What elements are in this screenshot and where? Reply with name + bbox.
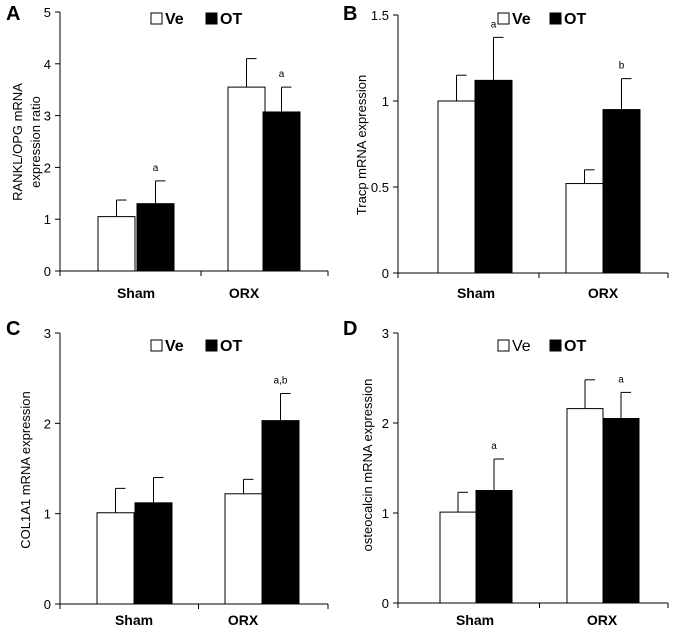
bar-ve-sham xyxy=(96,512,135,605)
panel-letter: D xyxy=(343,318,357,340)
category-label: Sham xyxy=(456,612,494,628)
bar-ve-orx xyxy=(224,493,263,605)
y-tick-label: 1 xyxy=(382,506,389,521)
legend-swatch-ot xyxy=(549,12,562,25)
legend-swatch-ve xyxy=(150,12,163,25)
chart-panel-c: C 0 1 2 3 Sham ORX COL1A1 mRNA expression a,b Ve O… xyxy=(6,318,329,628)
bar-ot-orx xyxy=(602,418,640,604)
y-tick-label: 1 xyxy=(44,212,51,227)
bar-ve-orx xyxy=(565,183,604,274)
y-tick-label: 2 xyxy=(44,160,51,175)
bar-ve-sham xyxy=(439,511,477,604)
category-label: Sham xyxy=(457,285,495,301)
y-tick-label: 1.5 xyxy=(371,8,389,23)
bar-ot-sham xyxy=(475,490,513,604)
significance-label: a,b xyxy=(274,376,288,387)
legend-swatch-ot xyxy=(205,12,218,25)
significance-label: a xyxy=(491,19,497,30)
bar-ot-sham xyxy=(474,79,513,274)
legend-label-ve: Ve xyxy=(512,338,531,355)
y-tick-label: 0.5 xyxy=(371,180,389,195)
y-tick-label: 3 xyxy=(44,109,51,124)
significance-label: a xyxy=(153,163,159,174)
legend-label-ot: OT xyxy=(220,338,242,355)
y-tick-label: 2 xyxy=(44,416,51,431)
bar-ot-sham xyxy=(136,203,175,272)
chart-panel-d: D 0 1 2 3 Sham ORX osteocalcin mRNA expression a… xyxy=(343,318,669,628)
category-label: Sham xyxy=(115,612,153,628)
bar-ot-orx xyxy=(261,420,300,605)
legend-label-ve: Ve xyxy=(165,11,184,28)
legend-label-ve: Ve xyxy=(512,11,531,28)
legend-swatch-ot xyxy=(549,339,562,352)
y-axis-label: Tracp mRNA expression xyxy=(354,75,369,215)
legend-label-ot: OT xyxy=(220,11,242,28)
y-tick-label: 3 xyxy=(44,326,51,341)
y-tick-label: 5 xyxy=(44,5,51,20)
bar-ve-orx xyxy=(227,86,266,272)
y-tick-label: 0 xyxy=(382,266,389,281)
y-tick-label: 1 xyxy=(382,94,389,109)
bar-ve-sham xyxy=(97,216,136,272)
y-tick-label: 2 xyxy=(382,416,389,431)
significance-label: b xyxy=(619,61,625,72)
category-label: ORX xyxy=(588,285,619,301)
bar-ot-sham xyxy=(134,502,173,605)
bar-ot-orx xyxy=(602,109,641,274)
y-axis-label: expression ratio xyxy=(28,96,43,188)
legend-swatch-ve xyxy=(497,339,510,352)
y-tick-label: 0 xyxy=(44,264,51,279)
y-axis-label: osteocalcin mRNA expression xyxy=(360,379,375,552)
y-tick-label: 0 xyxy=(382,596,389,611)
y-tick-label: 1 xyxy=(44,507,51,522)
y-axis-label: COL1A1 mRNA expression xyxy=(18,391,33,549)
category-label: ORX xyxy=(587,612,618,628)
category-label: ORX xyxy=(229,285,260,301)
chart-panel-a: A 0 1 2 3 4 5 Sham ORX RANKL/OPG mRNA expression r… xyxy=(6,3,329,301)
panel-letter: C xyxy=(6,318,20,340)
y-axis-label: RANKL/OPG mRNA xyxy=(10,83,25,201)
significance-label: a xyxy=(279,69,285,80)
category-label: ORX xyxy=(228,612,259,628)
legend-label-ve: Ve xyxy=(165,338,184,355)
bar-ot-orx xyxy=(262,111,301,272)
significance-label: a xyxy=(491,441,497,452)
y-tick-label: 0 xyxy=(44,597,51,612)
legend-swatch-ve xyxy=(150,339,163,352)
panel-letter: B xyxy=(343,3,357,25)
bar-ve-sham xyxy=(437,100,476,274)
y-tick-label: 3 xyxy=(382,326,389,341)
panel-letter: A xyxy=(6,3,20,25)
y-tick-label: 4 xyxy=(44,57,51,72)
significance-label: a xyxy=(618,374,624,385)
chart-panel-b: B 0 0.5 1 1.5 Sham ORX Tracp mRNA expression a b V… xyxy=(343,3,669,301)
legend-swatch-ot xyxy=(205,339,218,352)
legend-swatch-ve xyxy=(497,12,510,25)
legend-label-ot: OT xyxy=(564,338,586,355)
bar-ve-orx xyxy=(566,408,604,604)
category-label: Sham xyxy=(117,285,155,301)
legend-label-ot: OT xyxy=(564,11,586,28)
